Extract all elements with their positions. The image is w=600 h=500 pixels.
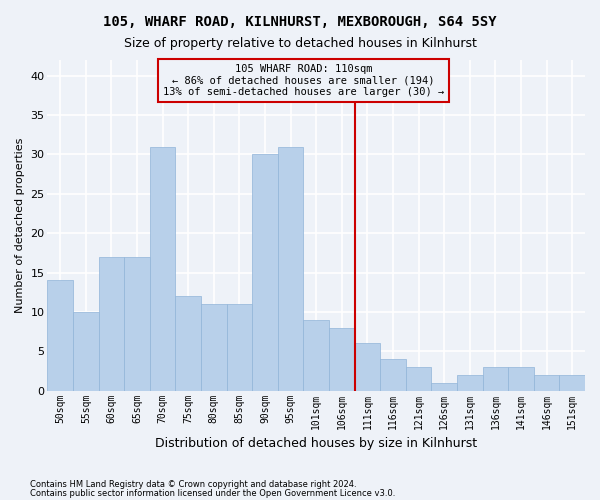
Bar	[482, 367, 508, 390]
Bar	[534, 375, 559, 390]
Bar	[201, 304, 227, 390]
Bar	[124, 257, 150, 390]
Bar	[380, 359, 406, 390]
X-axis label: Distribution of detached houses by size in Kilnhurst: Distribution of detached houses by size …	[155, 437, 477, 450]
Bar	[406, 367, 431, 390]
Text: 105 WHARF ROAD: 110sqm
← 86% of detached houses are smaller (194)
13% of semi-de: 105 WHARF ROAD: 110sqm ← 86% of detached…	[163, 64, 444, 97]
Text: Contains public sector information licensed under the Open Government Licence v3: Contains public sector information licen…	[30, 488, 395, 498]
Bar	[304, 320, 329, 390]
Bar	[457, 375, 482, 390]
Text: Size of property relative to detached houses in Kilnhurst: Size of property relative to detached ho…	[124, 38, 476, 51]
Bar	[98, 257, 124, 390]
Y-axis label: Number of detached properties: Number of detached properties	[15, 138, 25, 313]
Text: 105, WHARF ROAD, KILNHURST, MEXBOROUGH, S64 5SY: 105, WHARF ROAD, KILNHURST, MEXBOROUGH, …	[103, 15, 497, 29]
Bar	[355, 344, 380, 390]
Bar	[559, 375, 585, 390]
Bar	[431, 383, 457, 390]
Bar	[329, 328, 355, 390]
Bar	[175, 296, 201, 390]
Bar	[252, 154, 278, 390]
Bar	[47, 280, 73, 390]
Bar	[73, 312, 98, 390]
Bar	[150, 146, 175, 390]
Bar	[508, 367, 534, 390]
Bar	[278, 146, 304, 390]
Text: Contains HM Land Registry data © Crown copyright and database right 2024.: Contains HM Land Registry data © Crown c…	[30, 480, 356, 489]
Bar	[227, 304, 252, 390]
